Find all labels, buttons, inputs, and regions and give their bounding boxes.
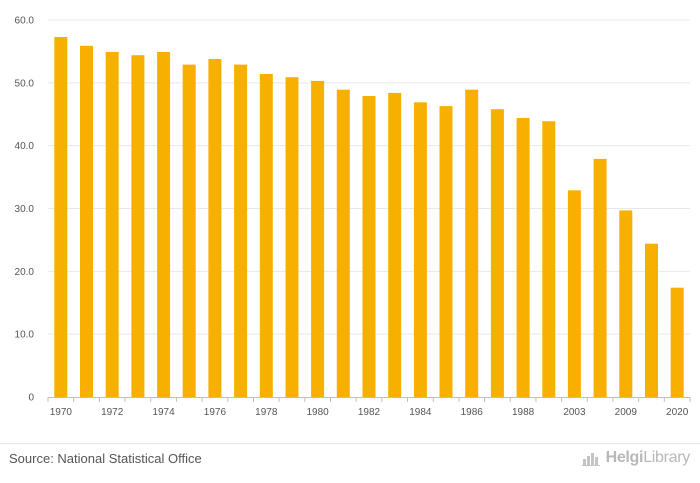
bar-1975 xyxy=(182,64,196,397)
x-tick-label: 1970 xyxy=(50,407,73,418)
y-tick-label: 50.0 xyxy=(15,78,35,89)
y-tick-label: 30.0 xyxy=(15,204,35,215)
bar-1987 xyxy=(490,109,504,397)
bar-1984 xyxy=(413,102,427,398)
bar-1980 xyxy=(311,80,325,398)
x-tick-label: 1980 xyxy=(307,407,330,418)
x-tick-label: 1986 xyxy=(461,407,484,418)
bar-2003 xyxy=(567,190,581,397)
x-tick-label: 1974 xyxy=(152,407,175,418)
bar-2015 xyxy=(645,243,658,397)
x-tick-label: 1984 xyxy=(409,407,432,418)
bar-1977 xyxy=(234,64,248,397)
x-tick-label: 2009 xyxy=(615,407,638,418)
y-tick-label: 20.0 xyxy=(15,267,35,278)
y-tick-label: 10.0 xyxy=(15,330,35,341)
x-tick-label: 1988 xyxy=(512,407,535,418)
bar-2020 xyxy=(670,287,684,397)
bar-1989 xyxy=(542,121,556,397)
brand-name: HelgiLibrary xyxy=(605,449,691,466)
bar-1973 xyxy=(131,55,145,397)
bar-1970 xyxy=(54,37,68,397)
bar-1983 xyxy=(388,92,402,398)
helgi-library-logo-icon xyxy=(581,453,600,466)
y-tick-label: 60.0 xyxy=(15,16,35,27)
bar-1971 xyxy=(80,45,93,398)
x-tick-label: 1982 xyxy=(358,407,381,418)
y-tick-label: 40.0 xyxy=(15,141,35,152)
bar-1986 xyxy=(465,89,479,397)
x-tick-label: 1976 xyxy=(204,407,227,418)
bar-2009 xyxy=(619,210,633,397)
bar-1982 xyxy=(362,96,376,397)
x-tick-label: 2003 xyxy=(563,407,586,418)
x-tick-label: 1972 xyxy=(101,407,124,418)
footer-divider xyxy=(0,443,700,444)
y-tick-label: 0 xyxy=(28,393,34,404)
bar-1976 xyxy=(208,59,222,397)
brand-logo[interactable]: HelgiLibrary xyxy=(581,449,691,467)
bar-1972 xyxy=(105,52,119,397)
bar-1985 xyxy=(439,106,453,397)
bar-1988 xyxy=(516,118,530,397)
source-note: Source: National Statistical Office xyxy=(9,451,202,466)
x-tick-label: 2020 xyxy=(666,407,689,418)
bar-1981 xyxy=(336,89,350,397)
bar-chart: 0 10.0 20.0 30.0 40.0 50.0 60.0 1970 1972 1974 197… xyxy=(15,16,691,418)
bar-1979 xyxy=(285,77,299,397)
bar-1974 xyxy=(157,52,171,397)
bar-2006 xyxy=(593,158,607,397)
bar-1978 xyxy=(259,74,273,397)
x-tick-label: 1978 xyxy=(255,407,278,418)
